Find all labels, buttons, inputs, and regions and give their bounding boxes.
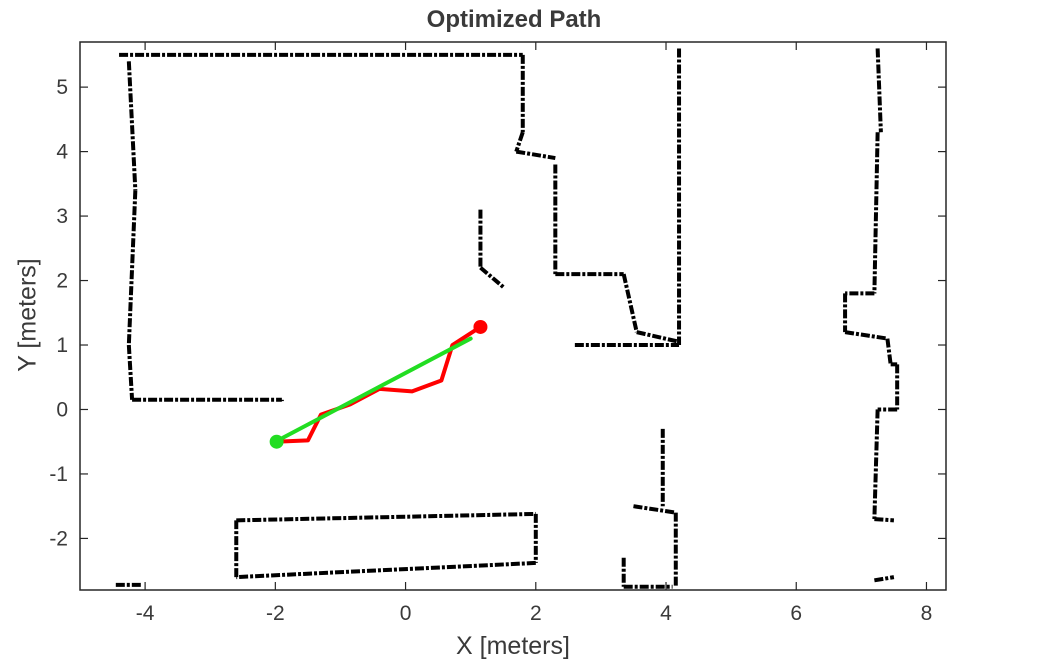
map-wall-26 <box>875 48 883 133</box>
axes-box <box>79 41 947 591</box>
map-wall-3 <box>126 344 135 400</box>
path-series <box>269 319 488 449</box>
map-wall-36 <box>874 517 895 523</box>
map-wall-7 <box>514 131 525 153</box>
x-tick-label: 2 <box>530 602 542 625</box>
map-wall-37 <box>874 575 895 583</box>
occupancy-map <box>115 48 900 589</box>
y-tick-label: 5 <box>56 76 68 99</box>
x-tick-label: 0 <box>400 602 412 625</box>
path-marker-0 <box>269 434 284 449</box>
map-wall-13 <box>621 273 639 333</box>
x-tick-label: 8 <box>921 602 933 625</box>
path-marker-1 <box>473 319 488 334</box>
map-wall-8 <box>515 149 556 161</box>
chart-title: Optimized Path <box>426 6 602 33</box>
map-wall-10 <box>479 266 505 289</box>
map-wall-31 <box>885 338 893 365</box>
map-wall-19 <box>236 560 536 580</box>
y-tick-label: 1 <box>56 334 68 357</box>
map-wall-22 <box>633 504 677 515</box>
map-wall-27 <box>872 132 880 294</box>
map-wall-2 <box>126 190 138 346</box>
y-tick-label: 0 <box>56 398 68 421</box>
y-tick-label: 4 <box>56 141 68 164</box>
map-wall-30 <box>844 330 888 341</box>
y-tick-label: -1 <box>49 463 68 486</box>
map-wall-14 <box>636 330 680 344</box>
x-tick-label: -4 <box>136 602 155 625</box>
x-axis-label: X [meters] <box>456 632 570 660</box>
x-tick-label: -2 <box>266 602 285 625</box>
series-line-1 <box>273 336 473 444</box>
x-tick-label: 4 <box>660 602 672 625</box>
y-tick-label: 2 <box>56 270 68 293</box>
map-wall-17 <box>236 511 536 523</box>
map-wall-35 <box>872 409 880 520</box>
x-tick-label: 6 <box>790 602 802 625</box>
y-tick-label: 3 <box>56 205 68 228</box>
map-wall-1 <box>126 61 138 191</box>
y-tick-label: -2 <box>49 527 68 550</box>
axes: -4 -2 0 2 4 6 8 -2 -1 0 1 2 3 4 5 <box>49 41 947 625</box>
